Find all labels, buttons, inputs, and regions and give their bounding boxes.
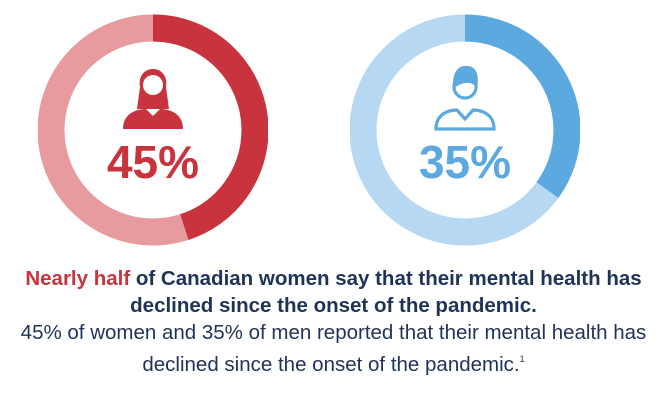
caption: Nearly half of Canadian women say that t… bbox=[0, 265, 667, 378]
women-donut-chart: 45% bbox=[38, 0, 268, 260]
man-icon bbox=[434, 65, 496, 131]
women-donut-svg: 45% bbox=[38, 14, 268, 246]
caption-detail: 45% of women and 35% of men reported tha… bbox=[20, 321, 647, 376]
men-donut-svg: 35% bbox=[350, 14, 580, 246]
men-percent-label: 35% bbox=[419, 136, 511, 188]
men-donut-chart: 35% bbox=[350, 0, 580, 260]
caption-headline-rest: of Canadian women say that their mental … bbox=[130, 267, 642, 317]
caption-highlight: Nearly half bbox=[25, 267, 131, 290]
footnote-marker: 1 bbox=[519, 354, 525, 364]
women-donut-value-arc bbox=[38, 14, 268, 246]
men-donut-value-arc bbox=[350, 14, 580, 246]
woman-icon bbox=[123, 69, 183, 129]
caption-detail-line: 45% of women and 35% of men reported tha… bbox=[0, 319, 667, 378]
women-percent-label: 45% bbox=[107, 136, 199, 188]
caption-headline: Nearly half of Canadian women say that t… bbox=[0, 265, 667, 319]
